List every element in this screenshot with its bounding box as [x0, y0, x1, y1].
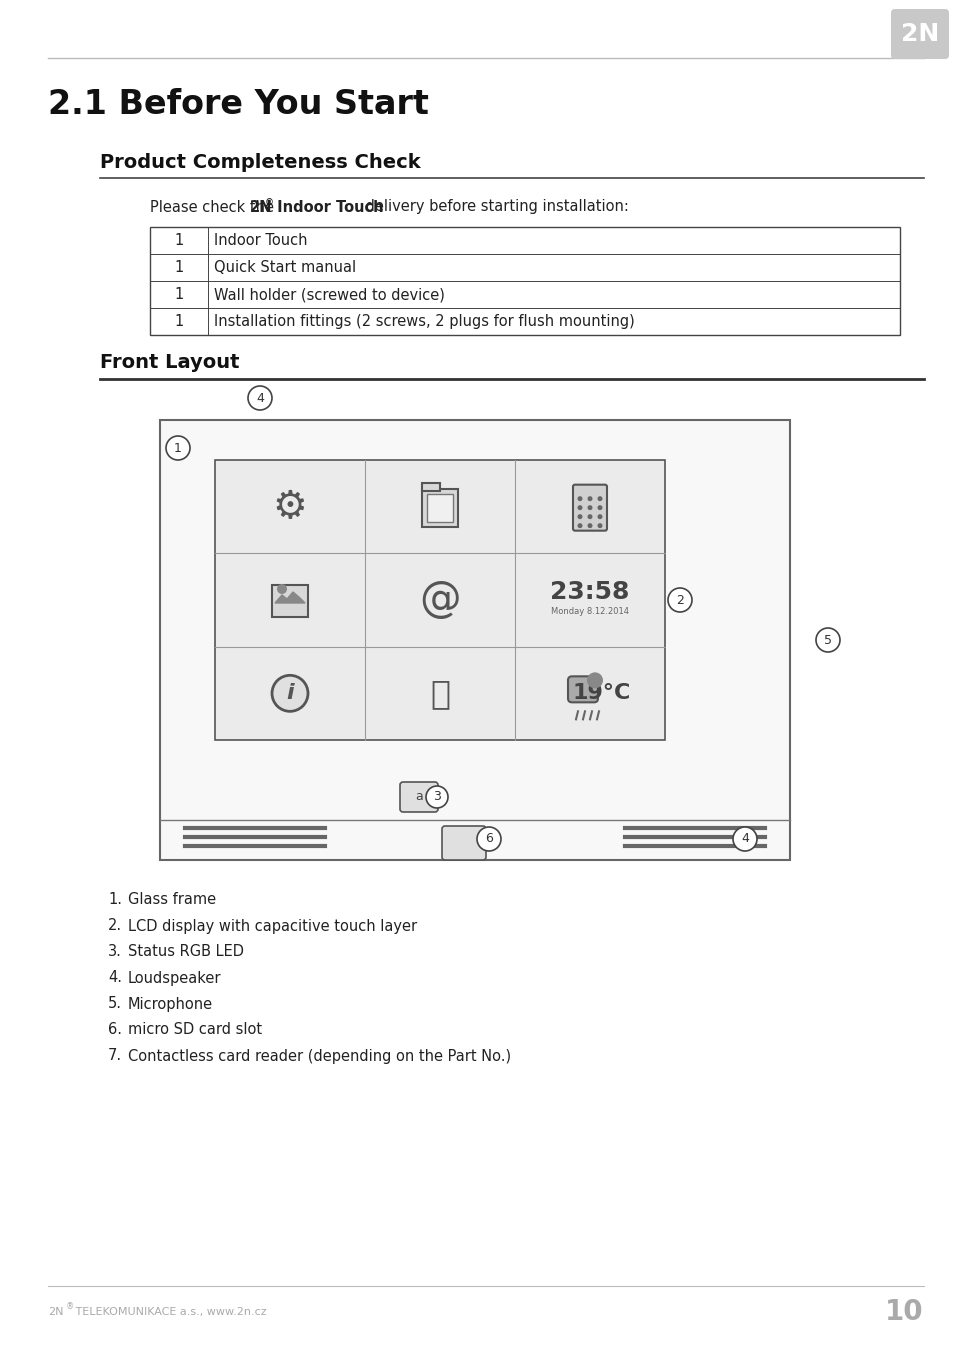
Text: 6: 6 [484, 833, 493, 845]
Text: 5: 5 [823, 633, 831, 647]
Bar [214, 460, 664, 740]
Text: LCD display with capacitive touch layer: LCD display with capacitive touch layer [128, 918, 416, 933]
Bar [150, 227, 899, 335]
Text: 1: 1 [174, 234, 183, 248]
Text: Status RGB LED: Status RGB LED [128, 945, 244, 960]
Text: Glass frame: Glass frame [128, 892, 216, 907]
Polygon shape [274, 593, 305, 603]
Text: 6.: 6. [108, 1022, 122, 1038]
Circle shape [577, 505, 582, 510]
Circle shape [597, 514, 602, 520]
Circle shape [426, 786, 448, 809]
Circle shape [577, 524, 582, 528]
Text: @: @ [418, 579, 460, 621]
Circle shape [587, 505, 592, 510]
Text: 2: 2 [676, 594, 683, 606]
Circle shape [272, 675, 308, 711]
Text: 3.: 3. [108, 945, 122, 960]
Circle shape [597, 505, 602, 510]
Text: 4: 4 [740, 833, 748, 845]
Text: 🔊: 🔊 [430, 676, 450, 710]
Circle shape [587, 514, 592, 520]
Text: 2N: 2N [48, 1307, 64, 1318]
Text: ®: ® [66, 1303, 74, 1311]
Text: 3: 3 [433, 791, 440, 803]
Circle shape [276, 585, 287, 594]
Text: 2.: 2. [108, 918, 122, 933]
FancyBboxPatch shape [421, 489, 457, 526]
FancyBboxPatch shape [890, 9, 948, 59]
FancyBboxPatch shape [441, 826, 485, 860]
Circle shape [587, 497, 592, 501]
Circle shape [815, 628, 840, 652]
Text: Please check the: Please check the [150, 200, 278, 215]
FancyBboxPatch shape [567, 676, 598, 702]
Text: Contactless card reader (depending on the Part No.): Contactless card reader (depending on th… [128, 1049, 511, 1064]
Text: 1: 1 [173, 441, 182, 455]
Text: 2.1 Before You Start: 2.1 Before You Start [48, 89, 429, 122]
FancyBboxPatch shape [427, 494, 453, 521]
Text: Front Layout: Front Layout [100, 352, 239, 371]
Text: i: i [286, 683, 294, 703]
Text: Indoor Touch: Indoor Touch [213, 234, 307, 248]
Text: micro SD card slot: micro SD card slot [128, 1022, 262, 1038]
Text: 1: 1 [174, 288, 183, 302]
Text: TELEKOMUNIKACE a.s., www.2n.cz: TELEKOMUNIKACE a.s., www.2n.cz [71, 1307, 266, 1318]
Circle shape [667, 589, 691, 612]
Text: ®: ® [264, 198, 274, 208]
Text: Monday 8.12.2014: Monday 8.12.2014 [551, 608, 628, 617]
FancyBboxPatch shape [399, 782, 437, 811]
Text: Quick Start manual: Quick Start manual [213, 261, 355, 275]
FancyBboxPatch shape [573, 485, 606, 531]
Text: 4: 4 [255, 392, 264, 405]
FancyBboxPatch shape [421, 483, 439, 490]
Text: 1.: 1. [108, 892, 122, 907]
Circle shape [732, 828, 757, 850]
Circle shape [597, 524, 602, 528]
Bar [272, 585, 308, 617]
Text: a: a [415, 791, 422, 803]
Text: 23:58: 23:58 [550, 580, 629, 603]
Text: 1: 1 [174, 261, 183, 275]
Text: Wall holder (screwed to device): Wall holder (screwed to device) [213, 288, 444, 302]
Text: 2N: 2N [249, 200, 272, 215]
Text: 2N: 2N [900, 22, 938, 46]
Text: 10: 10 [884, 1297, 923, 1326]
Text: 4.: 4. [108, 971, 122, 986]
Circle shape [577, 514, 582, 520]
Text: 5.: 5. [108, 996, 122, 1011]
Text: 7.: 7. [108, 1049, 122, 1064]
Bar [160, 420, 789, 860]
Circle shape [597, 497, 602, 501]
Circle shape [586, 672, 602, 688]
Text: Loudspeaker: Loudspeaker [128, 971, 221, 986]
Circle shape [587, 524, 592, 528]
Circle shape [248, 386, 272, 410]
Text: 1: 1 [174, 315, 183, 329]
Circle shape [166, 436, 190, 460]
Text: 19°C: 19°C [572, 683, 631, 703]
Text: Microphone: Microphone [128, 996, 213, 1011]
Circle shape [476, 828, 500, 850]
Text: Installation fittings (2 screws, 2 plugs for flush mounting): Installation fittings (2 screws, 2 plugs… [213, 315, 634, 329]
Text: delivery before starting installation:: delivery before starting installation: [360, 200, 628, 215]
Circle shape [577, 497, 582, 501]
Text: ⚙: ⚙ [273, 487, 307, 525]
Text: Product Completeness Check: Product Completeness Check [100, 153, 420, 171]
Text: Indoor Touch: Indoor Touch [273, 200, 384, 215]
